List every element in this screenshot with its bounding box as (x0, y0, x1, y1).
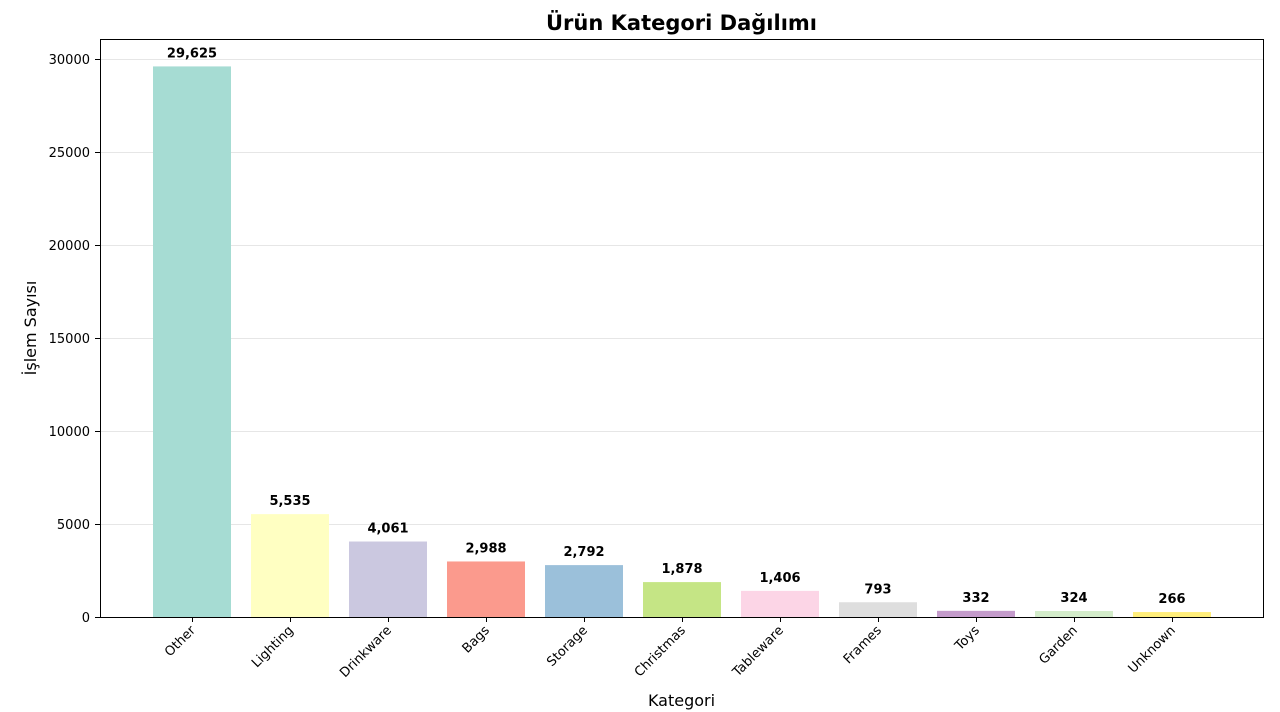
bar-other (153, 66, 231, 617)
data-label: 4,061 (367, 522, 408, 537)
chart-title: Ürün Kategori Dağılımı (546, 10, 817, 35)
x-tick-label: Christmas (632, 623, 689, 680)
bar-christmas (643, 582, 721, 617)
y-tick-label: 30000 (49, 53, 90, 68)
x-axis-ticks: Other Lighting Drinkware Bags Storage Christm… (162, 617, 1179, 681)
data-label: 332 (962, 591, 989, 606)
y-axis-title: İşlem Sayısı (21, 281, 40, 376)
bars (153, 66, 1211, 617)
data-label: 793 (864, 582, 891, 597)
bar-unknown (1133, 612, 1211, 617)
x-tick-label: Bags (460, 623, 493, 656)
x-axis-title: Kategori (648, 691, 715, 710)
y-tick-label: 5000 (57, 518, 90, 533)
data-label: 2,988 (465, 541, 506, 556)
x-tick-label: Toys (952, 623, 983, 654)
data-labels: 29,625 5,535 4,061 2,988 2,792 1,878 1,406 793 3… (167, 46, 1186, 607)
bar-bags (447, 561, 525, 617)
x-tick-label: Tableware (729, 623, 786, 680)
bar-toys (937, 610, 1015, 617)
data-label: 29,625 (167, 46, 217, 61)
x-tick-label: Drinkware (337, 623, 395, 681)
x-tick-label: Lighting (249, 623, 297, 671)
data-label: 324 (1060, 591, 1087, 606)
grid-lines (100, 59, 1263, 525)
data-label: 1,878 (661, 562, 702, 577)
data-label: 5,535 (269, 494, 310, 509)
data-label: 1,406 (759, 571, 800, 586)
x-tick-label: Other (162, 623, 199, 660)
y-tick-label: 10000 (49, 425, 90, 440)
bar-drinkware (349, 541, 427, 617)
y-tick-label: 20000 (49, 239, 90, 254)
x-tick-label: Storage (544, 623, 591, 670)
bar-garden (1035, 610, 1113, 617)
bar-lighting (251, 514, 329, 617)
x-tick-label: Garden (1037, 623, 1081, 667)
bar-storage (545, 565, 623, 617)
y-tick-label: 15000 (49, 332, 90, 347)
y-axis-ticks: 0 5000 10000 15000 20000 25000 30000 (49, 53, 100, 626)
x-tick-label: Frames (841, 623, 885, 667)
bar-tableware (741, 590, 819, 617)
y-tick-label: 25000 (49, 146, 90, 161)
data-label: 2,792 (563, 545, 604, 560)
data-label: 266 (1158, 592, 1185, 607)
bar-frames (839, 602, 917, 617)
x-tick-label: Unknown (1126, 623, 1179, 676)
y-tick-label: 0 (82, 611, 90, 626)
